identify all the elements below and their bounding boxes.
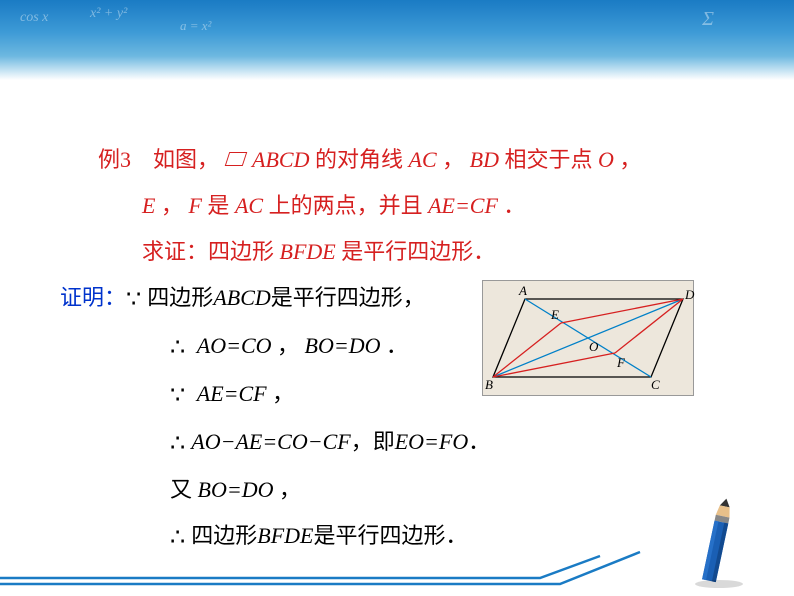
math: F [188,193,201,218]
math: AO=CO [197,333,272,358]
text: 又 [170,477,198,502]
text: 是平行四边形． [314,523,468,548]
proof-line-5: 又 BO=DO ， [170,470,744,510]
math: BO=DO [198,477,274,502]
point-label: A [518,283,527,298]
text: ． [503,193,525,218]
text: ， [442,147,464,172]
problem-line-3: 求证：四边形 BFDE 是平行四边形． [142,232,744,272]
diagram-svg: A D B C O E F [483,281,695,397]
math: EO=FO [395,429,469,454]
math: BD [470,147,505,172]
text: ， [272,381,294,406]
point-label: B [485,377,493,392]
because-symbol: ∵ [126,280,141,320]
bg-formula: a = x² [180,18,211,34]
text: 是 [207,193,229,218]
text: 的对角线 [315,147,403,172]
math: BFDE [280,239,336,264]
math: O [598,147,614,172]
text: ， [277,333,299,358]
text: 如图， [153,147,219,172]
text: ， [279,477,301,502]
text: 四边形 [147,285,213,310]
because-symbol: ∵ [170,376,185,416]
example-label: 例3 [98,147,131,172]
parallelogram-diagram: A D B C O E F [482,280,694,396]
text: ，即 [351,429,395,454]
problem-line-1: 例3 如图， ABCD 的对角线 AC ， BD 相交于点 O ， [98,140,744,180]
proof-line-4: ∴AO−AE=CO−CF，即EO=FO． [170,422,744,464]
proof-label: 证明： [60,285,126,310]
text: ， [161,193,183,218]
math: AO−AE=CO−CF [191,429,350,454]
text: 上的两点，并且 [269,193,423,218]
math: ABCD [213,285,270,310]
text: 求证：四边形 [142,239,274,264]
text: 相交于点 [504,147,592,172]
point-label: E [550,307,559,322]
math: AE=CF [197,381,267,406]
math: AE=CF [428,193,498,218]
pencil-icon [684,498,754,588]
point-label: F [616,355,626,370]
therefore-symbol: ∴ [170,518,185,558]
text: ， [619,147,641,172]
point-label: C [651,377,660,392]
math: AC [235,193,263,218]
text: ． [468,429,490,454]
problem-line-2: E ， F 是 AC 上的两点，并且 AE=CF ． [142,186,744,226]
parallelogram-symbol [224,152,247,166]
bg-formula: x² + y² [90,6,127,22]
bg-formula: cos x [20,10,48,26]
bg-formula: Σ [702,8,714,31]
text: ． [386,333,408,358]
point-label: O [589,339,599,354]
math: BFDE [257,523,313,548]
text: 是平行四边形， [271,285,425,310]
text: 四边形 [191,523,257,548]
math: AC [409,147,437,172]
top-banner: cos x x² + y² a = x² Σ [0,0,794,80]
text: 是平行四边形． [341,239,495,264]
math: E [142,193,155,218]
therefore-symbol: ∴ [170,424,185,464]
math: BO=DO [305,333,381,358]
point-label: D [684,287,695,302]
proof-line-6: ∴四边形BFDE是平行四边形． [170,516,744,558]
math: ABCD [252,147,309,172]
therefore-symbol: ∴ [170,328,185,368]
